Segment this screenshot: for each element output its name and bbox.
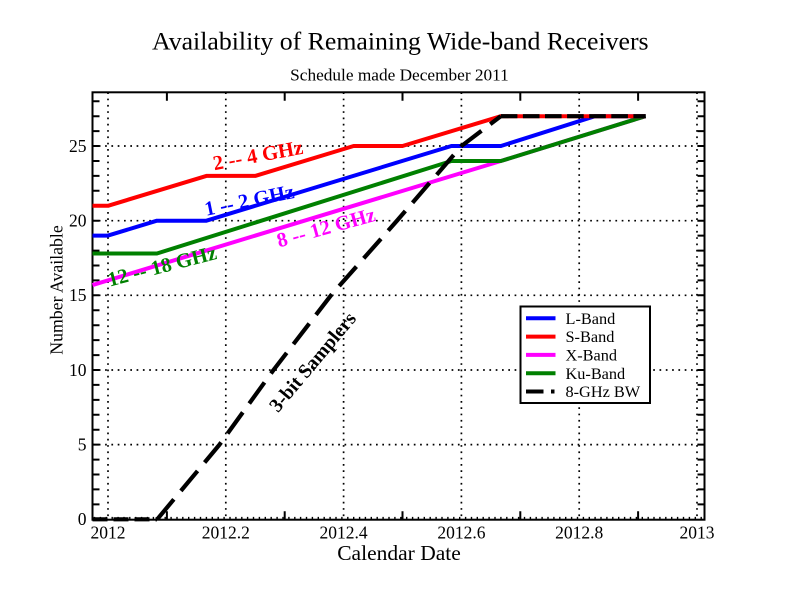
svg-text:0: 0 (78, 509, 87, 529)
svg-text:Number Available: Number Available (47, 225, 67, 355)
svg-text:20: 20 (69, 211, 87, 231)
svg-text:2012.2: 2012.2 (202, 523, 250, 543)
svg-text:15: 15 (69, 285, 87, 305)
svg-text:L-Band: L-Band (566, 309, 616, 328)
svg-text:25: 25 (69, 136, 87, 156)
svg-text:2012: 2012 (91, 523, 126, 543)
svg-text:2013: 2013 (680, 523, 715, 543)
svg-text:5: 5 (78, 434, 87, 454)
svg-text:10: 10 (69, 360, 87, 380)
svg-text:Ku-Band: Ku-Band (566, 364, 626, 383)
svg-text:2012.4: 2012.4 (320, 523, 368, 543)
svg-text:X-Band: X-Band (566, 346, 618, 365)
svg-text:S-Band: S-Band (566, 327, 615, 346)
svg-text:2012.8: 2012.8 (555, 523, 603, 543)
svg-text:2012.6: 2012.6 (437, 523, 485, 543)
svg-text:Calendar Date: Calendar Date (337, 541, 461, 565)
svg-text:Availability of Remaining Wide: Availability of Remaining Wide-band Rece… (152, 26, 649, 55)
svg-text:Schedule made December 2011: Schedule made December 2011 (290, 66, 509, 85)
svg-text:8-GHz BW: 8-GHz BW (566, 382, 641, 401)
